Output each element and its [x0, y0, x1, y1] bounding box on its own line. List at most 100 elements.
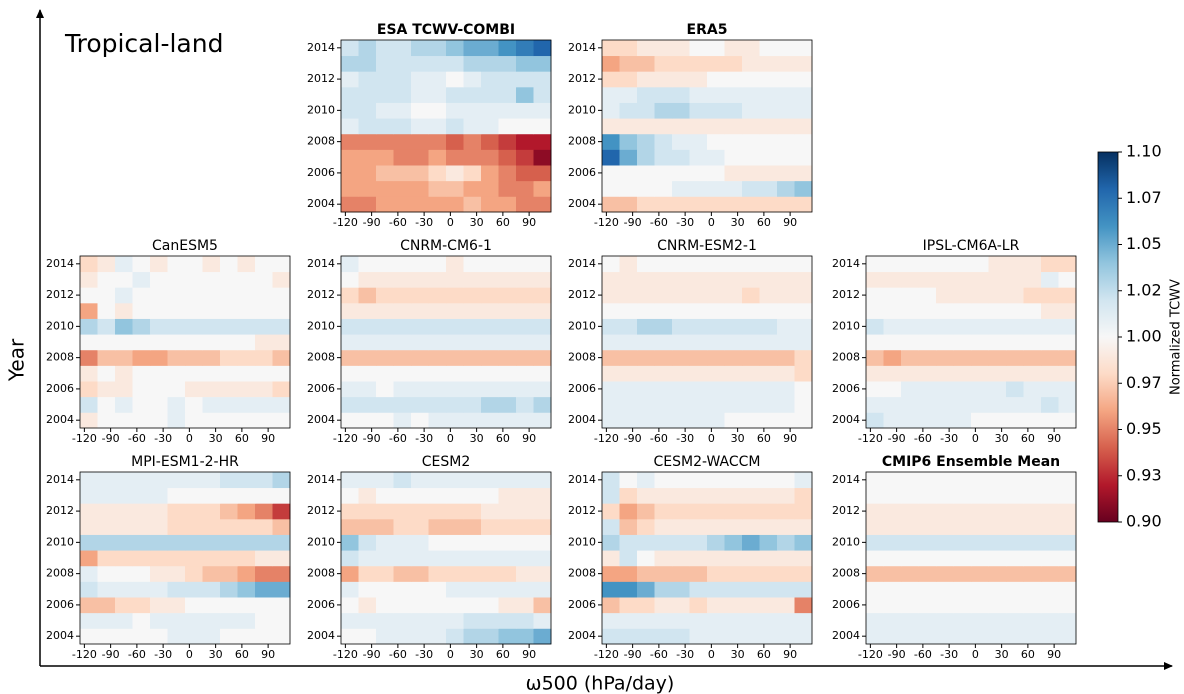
heatmap-cell — [1058, 612, 1077, 629]
heatmap-cell — [689, 302, 708, 319]
heatmap-cell — [953, 597, 972, 614]
heatmap-cell — [428, 118, 447, 135]
heatmap-cell — [1006, 334, 1024, 351]
heatmap-cell — [777, 334, 795, 351]
x-tick-label: -120 — [333, 648, 358, 661]
heatmap-cell — [498, 412, 517, 429]
heatmap-cell — [742, 180, 760, 197]
heatmap-cell — [255, 581, 273, 598]
heatmap-cell — [672, 256, 690, 273]
heatmap-cell — [988, 581, 1007, 598]
heatmap-cell — [866, 518, 884, 535]
heatmap-cell — [358, 472, 377, 489]
heatmap-cell — [602, 487, 620, 504]
heatmap-cell — [602, 597, 620, 614]
heatmap-cell — [759, 472, 778, 489]
heatmap-cell — [237, 271, 256, 288]
x-tick-label: -120 — [72, 648, 97, 661]
heatmap-cell — [150, 396, 168, 413]
heatmap-cell — [358, 318, 377, 335]
heatmap-cell — [463, 565, 482, 582]
x-tick-label: 30 — [995, 432, 1009, 445]
heatmap-cell — [481, 102, 499, 119]
heatmap-cell — [936, 302, 954, 319]
heatmap-cell — [393, 472, 412, 489]
heatmap-cell — [411, 165, 429, 182]
heatmap-cell — [988, 472, 1007, 489]
heatmap-cell — [393, 180, 412, 197]
heatmap-cell — [672, 503, 690, 520]
heatmap-cell — [689, 287, 708, 304]
heatmap-cell — [637, 612, 655, 629]
heatmap-cell — [883, 318, 902, 335]
heatmap-cell — [446, 381, 464, 398]
heatmap-cell — [80, 318, 98, 335]
heatmap-cell — [672, 318, 690, 335]
x-tick-label: 90 — [522, 432, 536, 445]
x-tick-label: -120 — [72, 432, 97, 445]
heatmap-cell — [220, 256, 238, 273]
heatmap-cell — [619, 271, 638, 288]
heatmap-cell — [272, 487, 291, 504]
heatmap-cell — [237, 318, 256, 335]
heatmap-cell — [132, 365, 151, 382]
heatmap-cell — [988, 412, 1007, 429]
heatmap-cell — [707, 271, 725, 288]
heatmap-cell — [393, 349, 412, 366]
heatmap-cell — [516, 472, 534, 489]
heatmap-cell — [97, 487, 116, 504]
heatmap-cell — [1058, 581, 1077, 598]
heatmap-cell — [185, 581, 203, 598]
heatmap-cell — [376, 565, 394, 582]
heatmap-cell — [132, 318, 151, 335]
heatmap-cell — [759, 612, 778, 629]
x-tick-label: 90 — [522, 648, 536, 661]
heatmap-cell — [637, 365, 655, 382]
heatmap-cell — [411, 381, 429, 398]
colorbar-tick-label: 1.00 — [1126, 327, 1162, 346]
heatmap-cell — [446, 334, 464, 351]
heatmap-cell — [883, 334, 902, 351]
plot-frame — [601, 471, 813, 645]
heatmap-cell — [619, 133, 638, 150]
heatmap-cell — [602, 518, 620, 535]
heatmap-cell — [376, 412, 394, 429]
heatmap-cell — [1023, 302, 1042, 319]
heatmap-cell — [80, 503, 98, 520]
heatmap-cell — [220, 287, 238, 304]
heatmap-panel: ERA5-120 -90 -60 -30 0 30 60 902004200620082010… — [568, 22, 813, 229]
heatmap-cell — [971, 581, 989, 598]
heatmap-cell — [115, 396, 133, 413]
heatmap-cell — [637, 472, 655, 489]
heatmap-cell — [358, 396, 377, 413]
heatmap-cell — [446, 180, 464, 197]
x-tick-label: 30 — [209, 432, 223, 445]
heatmap-cell — [777, 102, 795, 119]
y-tick-label: 2010 — [307, 319, 335, 332]
heatmap-cell — [220, 581, 238, 598]
heatmap-cell — [1041, 612, 1059, 629]
heatmap-cell — [1041, 597, 1059, 614]
heatmap-cell — [777, 412, 795, 429]
heatmap-cell — [901, 597, 919, 614]
heatmap-cell — [220, 412, 238, 429]
heatmap-cell — [707, 55, 725, 72]
heatmap-cell — [724, 487, 743, 504]
plot-frame — [865, 471, 1077, 645]
heatmap-cell — [115, 302, 133, 319]
heatmap-cell — [918, 271, 937, 288]
heatmap-cell — [358, 334, 377, 351]
heatmap-cell — [428, 334, 447, 351]
heatmap-cell — [411, 149, 429, 166]
heatmap-cell — [971, 365, 989, 382]
heatmap-cell — [533, 628, 552, 645]
heatmap-cell — [393, 334, 412, 351]
heatmap-cell — [901, 302, 919, 319]
heatmap-cell — [516, 165, 534, 182]
heatmap-cell — [689, 628, 708, 645]
heatmap-cell — [115, 518, 133, 535]
heatmap-cell — [411, 71, 429, 88]
heatmap-cell — [185, 487, 203, 504]
heatmap-cell — [358, 381, 377, 398]
heatmap-cell — [411, 472, 429, 489]
